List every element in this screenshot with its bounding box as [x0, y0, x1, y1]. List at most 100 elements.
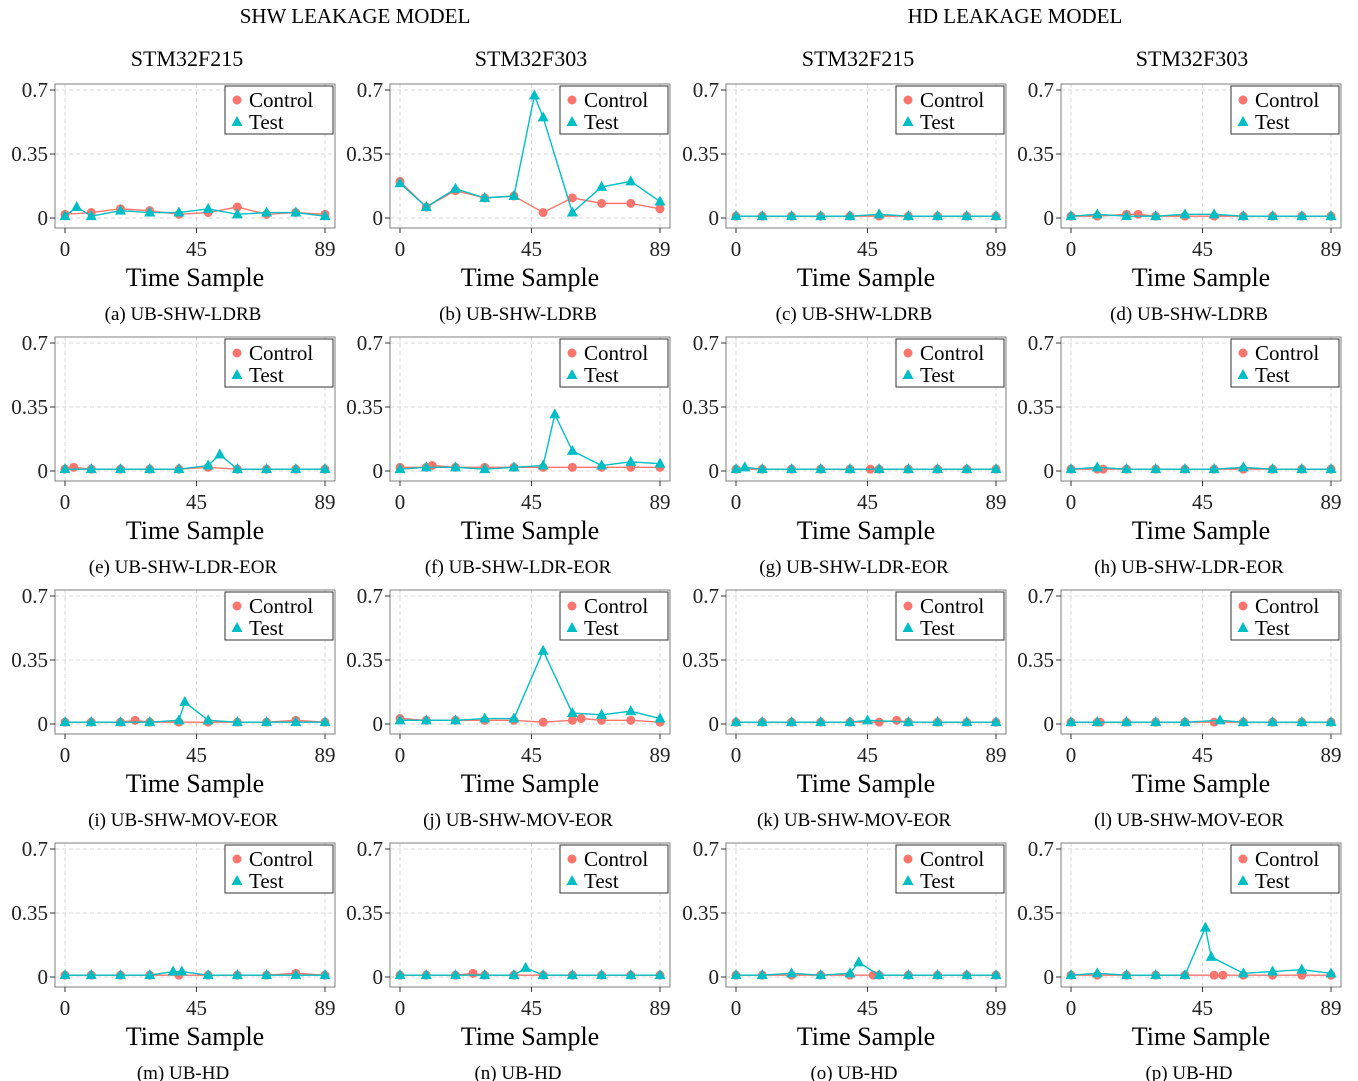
test-point [290, 969, 302, 980]
test-point [1179, 969, 1191, 980]
legend-control-key [903, 348, 913, 358]
test-point [144, 716, 156, 727]
y-tick-label: 0.7 [357, 837, 383, 861]
test-point [654, 195, 666, 206]
test-point [144, 206, 156, 217]
legend-box [1230, 591, 1340, 641]
test-point [756, 716, 768, 727]
x-tick-label: 89 [315, 490, 336, 514]
x-tick-label: 0 [60, 743, 71, 767]
test-point [1065, 969, 1077, 980]
test-point [990, 210, 1002, 221]
y-tick-label: 0 [373, 459, 384, 483]
test-point [537, 111, 549, 122]
x-tick-label: 0 [60, 237, 71, 261]
x-tick-label: 89 [650, 996, 671, 1020]
control-point [576, 714, 586, 724]
panel-caption: (a) UB-SHW-LDRB [105, 304, 262, 325]
test-point [902, 210, 914, 221]
y-tick-label: 0.35 [682, 648, 719, 672]
test-point [815, 969, 827, 980]
x-tick-label: 45 [186, 237, 207, 261]
x-tick-label: 45 [1192, 743, 1213, 767]
y-tick-label: 0.7 [693, 78, 719, 102]
x-axis-label: Time Sample [797, 263, 935, 292]
y-tick-label: 0.35 [1017, 142, 1054, 166]
test-point [71, 201, 83, 212]
test-point [786, 716, 798, 727]
test-point [1237, 716, 1249, 727]
legend-test-label: Test [1255, 616, 1290, 640]
legend-box [224, 844, 334, 894]
x-axis-label: Time Sample [797, 1022, 935, 1051]
plot-frame [725, 589, 1007, 735]
legend-test-label: Test [1255, 363, 1290, 387]
test-point [508, 461, 520, 472]
test-point [394, 969, 406, 980]
plot-frame [725, 336, 1007, 482]
y-tick-label: 0.7 [357, 78, 383, 102]
x-tick-label: 89 [986, 490, 1007, 514]
x-axis-label: Time Sample [797, 769, 935, 798]
test-point [167, 965, 179, 976]
test-point [1296, 963, 1308, 974]
test-point [290, 206, 302, 217]
test-point [450, 714, 462, 725]
panel-caption: (n) UB-HD [474, 1063, 561, 1081]
x-tick-label: 0 [1066, 490, 1077, 514]
x-tick-label: 89 [986, 237, 1007, 261]
x-axis-label: Time Sample [797, 516, 935, 545]
legend-box [224, 338, 334, 388]
legend-test-key [902, 622, 914, 632]
legend-test-label: Test [1255, 869, 1290, 893]
test-series-line [1070, 925, 1332, 976]
y-tick-label: 0.35 [346, 648, 383, 672]
x-axis-label: Time Sample [126, 1022, 264, 1051]
test-point [990, 969, 1002, 980]
x-tick-label: 89 [986, 996, 1007, 1020]
plot-frame [1060, 83, 1342, 229]
test-point [932, 716, 944, 727]
y-tick-label: 0.7 [693, 584, 719, 608]
x-tick-label: 0 [731, 743, 742, 767]
test-point [1199, 921, 1211, 932]
test-point [537, 459, 549, 470]
legend-control-label: Control [584, 847, 648, 871]
legend-test-label: Test [584, 110, 619, 134]
y-tick-label: 0 [709, 206, 720, 230]
legend-control-label: Control [920, 847, 984, 871]
panel-caption: (h) UB-SHW-LDR-EOR [1094, 557, 1284, 578]
y-tick-label: 0 [38, 965, 49, 989]
x-tick-label: 45 [521, 743, 542, 767]
x-tick-label: 45 [521, 996, 542, 1020]
y-tick-label: 0.7 [357, 584, 383, 608]
legend-test-label: Test [249, 616, 284, 640]
legend-box [224, 85, 334, 135]
test-point [625, 969, 637, 980]
y-tick-label: 0 [38, 712, 49, 736]
test-point [873, 463, 885, 474]
test-point [1208, 463, 1220, 474]
test-point [319, 210, 331, 221]
legend-test-label: Test [249, 363, 284, 387]
test-point [115, 463, 127, 474]
legend-test-key [231, 875, 243, 885]
control-point [626, 198, 636, 208]
test-point [961, 716, 973, 727]
legend-test-key [1237, 116, 1249, 126]
y-tick-label: 0.7 [22, 331, 48, 355]
legend-test-key [1237, 622, 1249, 632]
test-point [1214, 714, 1226, 725]
legend-test-label: Test [920, 616, 955, 640]
plot-frame [54, 336, 336, 482]
test-point [1150, 210, 1162, 221]
test-point [756, 969, 768, 980]
panel-caption: (o) UB-HD [810, 1063, 897, 1081]
legend-control-label: Control [1255, 341, 1319, 365]
test-point [786, 967, 798, 978]
test-point [844, 210, 856, 221]
